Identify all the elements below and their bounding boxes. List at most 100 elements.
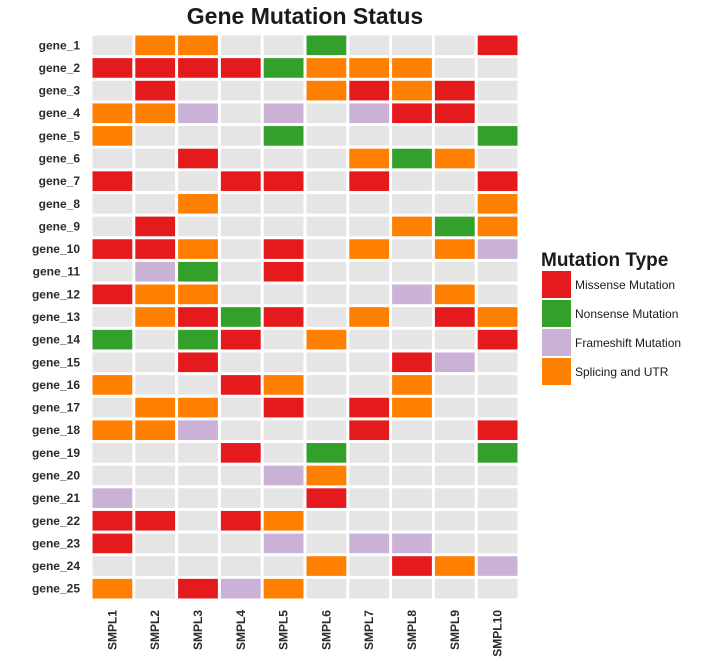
cell-gene_15-SMPL6 [306, 352, 347, 373]
cell-gene_24-SMPL3 [178, 556, 218, 576]
cell-gene_5-SMPL3 [178, 126, 218, 146]
cell-gene_12-SMPL2 [135, 284, 176, 305]
row-label-gene_9: gene_9 [39, 219, 81, 233]
cell-gene_19-SMPL4 [220, 443, 261, 463]
row-label-gene_5: gene_5 [39, 129, 81, 143]
cell-gene_13-SMPL5 [263, 307, 304, 327]
cell-gene_5-SMPL2 [135, 126, 176, 146]
cell-gene_21-SMPL7 [349, 488, 390, 508]
row-label-gene_1: gene_1 [39, 38, 81, 52]
row-label-gene_10: gene_10 [32, 242, 80, 256]
cell-gene_25-SMPL8 [392, 578, 432, 599]
column-label-SMPL1: SMPL1 [105, 610, 119, 650]
cell-gene_6-SMPL8 [392, 148, 432, 169]
cell-gene_22-SMPL7 [349, 510, 390, 531]
cell-gene_7-SMPL1 [92, 171, 133, 191]
cell-gene_1-SMPL1 [92, 35, 133, 56]
row-label-gene_13: gene_13 [32, 310, 80, 324]
cell-gene_13-SMPL4 [220, 307, 261, 327]
cell-gene_16-SMPL6 [306, 375, 347, 395]
legend: Mutation Type Missense Mutation Nonsense … [541, 250, 681, 385]
cell-gene_23-SMPL3 [178, 533, 218, 554]
cell-gene_11-SMPL5 [263, 261, 304, 282]
cell-gene_10-SMPL10 [477, 239, 518, 259]
cell-gene_7-SMPL4 [220, 171, 261, 191]
legend-label-S: Splicing and UTR [575, 365, 669, 379]
cell-gene_15-SMPL5 [263, 352, 304, 373]
cell-gene_21-SMPL6 [306, 488, 347, 508]
cell-gene_16-SMPL9 [434, 375, 475, 395]
cell-gene_6-SMPL4 [220, 148, 261, 169]
cell-gene_16-SMPL3 [178, 375, 218, 395]
cell-gene_3-SMPL5 [263, 80, 304, 101]
cell-gene_2-SMPL5 [263, 58, 304, 78]
cell-gene_16-SMPL5 [263, 375, 304, 395]
cell-gene_8-SMPL8 [392, 193, 432, 214]
cell-gene_18-SMPL10 [477, 420, 518, 441]
cell-gene_19-SMPL6 [306, 443, 347, 463]
cell-gene_21-SMPL3 [178, 488, 218, 508]
cell-gene_24-SMPL9 [434, 556, 475, 576]
cell-gene_20-SMPL7 [349, 465, 390, 486]
cell-gene_1-SMPL5 [263, 35, 304, 56]
cell-gene_2-SMPL1 [92, 58, 133, 78]
cell-gene_14-SMPL1 [92, 329, 133, 350]
cell-gene_6-SMPL5 [263, 148, 304, 169]
cell-gene_8-SMPL7 [349, 193, 390, 214]
cell-gene_25-SMPL9 [434, 578, 475, 599]
heatmap-cells [92, 35, 518, 599]
cell-gene_21-SMPL4 [220, 488, 261, 508]
cell-gene_21-SMPL9 [434, 488, 475, 508]
cell-gene_8-SMPL2 [135, 193, 176, 214]
cell-gene_24-SMPL6 [306, 556, 347, 576]
cell-gene_20-SMPL6 [306, 465, 347, 486]
cell-gene_1-SMPL8 [392, 35, 432, 56]
cell-gene_17-SMPL7 [349, 397, 390, 418]
cell-gene_23-SMPL2 [135, 533, 176, 554]
cell-gene_24-SMPL4 [220, 556, 261, 576]
cell-gene_4-SMPL3 [178, 103, 218, 124]
cell-gene_3-SMPL9 [434, 80, 475, 101]
cell-gene_17-SMPL3 [178, 397, 218, 418]
cell-gene_12-SMPL7 [349, 284, 390, 305]
cell-gene_15-SMPL1 [92, 352, 133, 373]
cell-gene_6-SMPL1 [92, 148, 133, 169]
cell-gene_20-SMPL4 [220, 465, 261, 486]
row-label-gene_18: gene_18 [32, 423, 80, 437]
cell-gene_4-SMPL9 [434, 103, 475, 124]
cell-gene_4-SMPL2 [135, 103, 176, 124]
legend-label-N: Nonsense Mutation [575, 307, 678, 321]
cell-gene_1-SMPL4 [220, 35, 261, 56]
column-label-SMPL2: SMPL2 [148, 610, 162, 650]
cell-gene_22-SMPL8 [392, 510, 432, 531]
cell-gene_7-SMPL3 [178, 171, 218, 191]
cell-gene_5-SMPL1 [92, 126, 133, 146]
cell-gene_11-SMPL9 [434, 261, 475, 282]
cell-gene_18-SMPL3 [178, 420, 218, 441]
cell-gene_18-SMPL1 [92, 420, 133, 441]
cell-gene_7-SMPL5 [263, 171, 304, 191]
cell-gene_5-SMPL9 [434, 126, 475, 146]
cell-gene_21-SMPL2 [135, 488, 176, 508]
cell-gene_1-SMPL7 [349, 35, 390, 56]
cell-gene_12-SMPL9 [434, 284, 475, 305]
cell-gene_17-SMPL2 [135, 397, 176, 418]
legend-swatch-S [542, 358, 571, 385]
cell-gene_7-SMPL6 [306, 171, 347, 191]
cell-gene_20-SMPL9 [434, 465, 475, 486]
cell-gene_24-SMPL8 [392, 556, 432, 576]
cell-gene_13-SMPL1 [92, 307, 133, 327]
cell-gene_23-SMPL8 [392, 533, 432, 554]
cell-gene_6-SMPL9 [434, 148, 475, 169]
row-label-gene_4: gene_4 [39, 106, 81, 120]
cell-gene_4-SMPL5 [263, 103, 304, 124]
cell-gene_23-SMPL5 [263, 533, 304, 554]
cell-gene_18-SMPL7 [349, 420, 390, 441]
cell-gene_4-SMPL4 [220, 103, 261, 124]
cell-gene_25-SMPL2 [135, 578, 176, 599]
column-labels: SMPL1 SMPL2 SMPL3 SMPL4 SMPL5 SMPL6 SMPL7 SMPL8… [105, 610, 504, 657]
cell-gene_9-SMPL1 [92, 216, 133, 237]
row-labels: gene_1 gene_2 gene_3 gene_4 gene_5 gene_6gene… [32, 38, 80, 595]
cell-gene_8-SMPL10 [477, 193, 518, 214]
